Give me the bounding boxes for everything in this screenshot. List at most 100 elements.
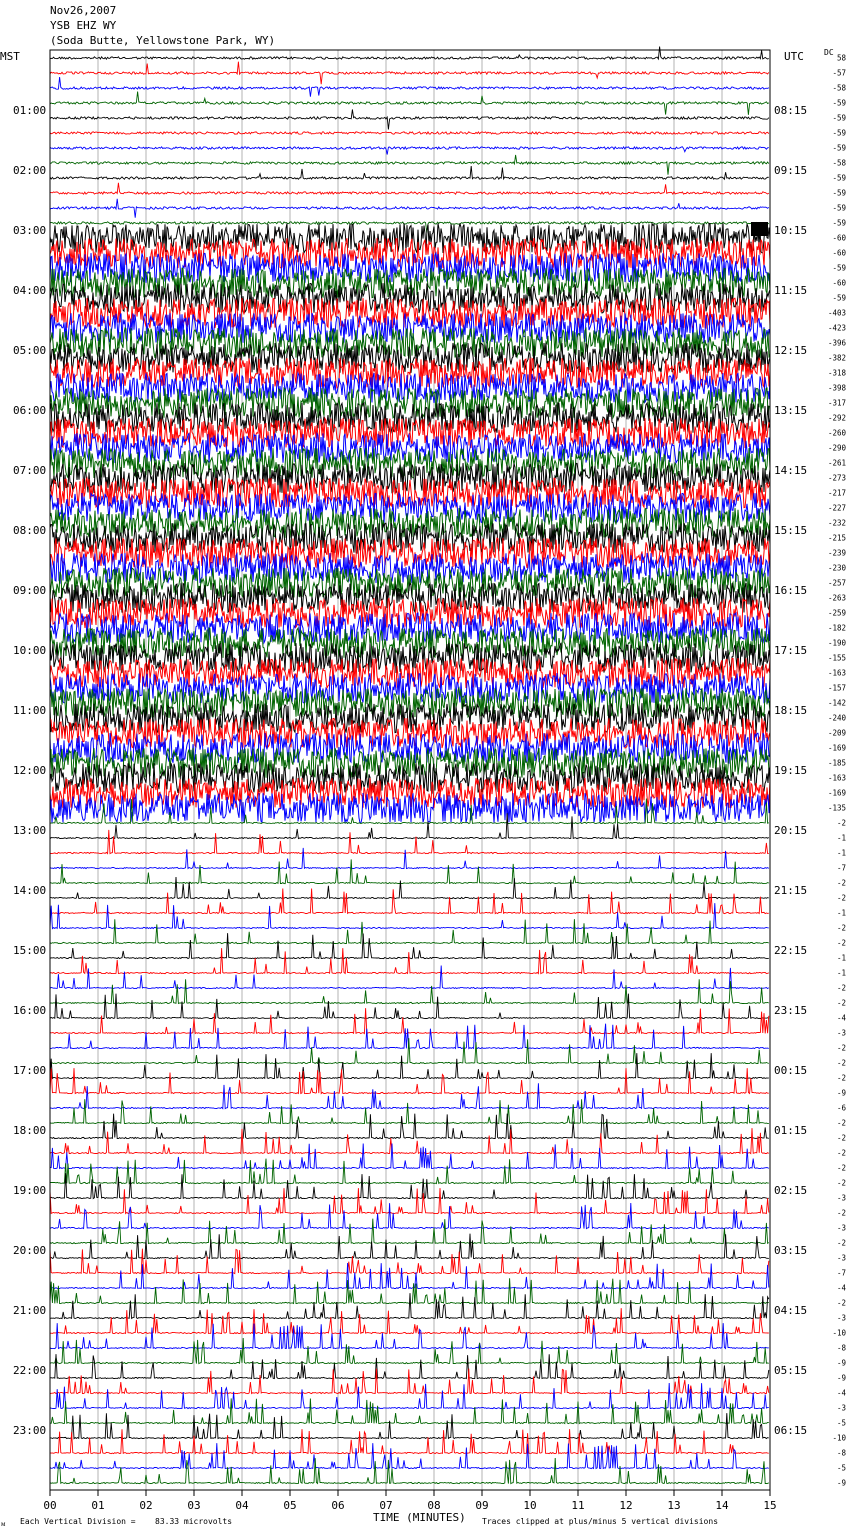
trace-row-87 — [49, 1337, 769, 1365]
mst-label: 07:00 — [13, 464, 46, 477]
dc-offset: -396 — [828, 339, 847, 348]
utc-label: 01:15 — [774, 1124, 807, 1137]
dc-offset: -135 — [828, 804, 846, 813]
dc-offset: -2 — [837, 1044, 846, 1053]
trace-row-47 — [49, 747, 771, 780]
dc-offset: -163 — [828, 774, 846, 783]
chart-date: Nov26,2007 — [50, 4, 117, 17]
dc-offset: -8 — [837, 1449, 847, 1458]
dc-offset: -2 — [837, 1179, 846, 1188]
dc-offset: -4 — [837, 1284, 847, 1293]
dc-offset: -3 — [837, 1404, 846, 1413]
mst-label: 20:00 — [13, 1244, 46, 1257]
dc-offset: -240 — [828, 714, 847, 723]
trace-row-64 — [49, 993, 770, 1020]
trace-row-50 — [49, 792, 771, 824]
trace-row-85 — [50, 1308, 769, 1335]
trace-row-4 — [49, 109, 770, 130]
dc-offset: -142 — [828, 699, 846, 708]
dc-offset: -403 — [828, 309, 846, 318]
dc-offset: -2 — [837, 924, 846, 933]
trace-row-22 — [49, 371, 771, 404]
dc-offset: -3 — [837, 1254, 846, 1263]
x-tick-label: 15 — [763, 1499, 776, 1512]
trace-row-54 — [49, 847, 770, 870]
dc-offset: -59 — [832, 144, 846, 153]
mst-label: 19:00 — [13, 1184, 46, 1197]
dc-offset: -2 — [837, 984, 846, 993]
mst-label: 02:00 — [13, 164, 46, 177]
trace-row-61 — [49, 948, 769, 975]
x-tick-label: 03 — [187, 1499, 200, 1512]
dc-offset: -10 — [832, 1329, 846, 1338]
dc-offset: -263 — [828, 594, 846, 603]
trace-row-1 — [49, 61, 770, 85]
trace-row-79 — [49, 1218, 770, 1245]
dc-offset: -423 — [828, 324, 846, 333]
trace-row-59 — [49, 919, 769, 945]
dc-offset: -5 — [837, 1419, 846, 1428]
mst-label: 22:00 — [13, 1364, 46, 1377]
dc-offset: -59 — [832, 294, 846, 303]
utc-header: UTC — [784, 50, 804, 63]
dc-offset: -217 — [828, 489, 846, 498]
trace-row-94 — [49, 1443, 770, 1470]
dc-offset: -8 — [837, 1344, 847, 1353]
dc-offset: -2 — [837, 1119, 846, 1128]
utc-label: 17:15 — [774, 644, 807, 657]
dc-offset: -1 — [837, 849, 846, 858]
dc-offset: -190 — [828, 639, 847, 648]
dc-offset: -7 — [837, 1269, 846, 1278]
mst-label: 14:00 — [13, 884, 46, 897]
trace-row-17 — [49, 297, 771, 330]
trace-row-69 — [49, 1068, 769, 1095]
trace-row-77 — [49, 1188, 770, 1215]
dc-offset: -318 — [828, 369, 847, 378]
trace-row-72 — [50, 1113, 769, 1140]
trace-row-63 — [49, 979, 769, 1005]
trace-row-74 — [49, 1143, 770, 1170]
dc-offset: -9 — [837, 1359, 846, 1368]
dc-offset: -185 — [828, 759, 846, 768]
mst-label: 09:00 — [13, 584, 46, 597]
trace-row-5 — [49, 131, 770, 136]
trace-row-89 — [49, 1368, 770, 1395]
trace-row-52 — [49, 813, 770, 840]
clip-note: Traces clipped at plus/minus 5 vertical … — [482, 1517, 719, 1526]
utc-label: 03:15 — [774, 1244, 807, 1257]
division-note: Each Vertical Division = — [20, 1517, 136, 1526]
dc-offset: -60 — [832, 249, 846, 258]
x-tick-label: 12 — [619, 1499, 632, 1512]
dc-offset: -317 — [828, 399, 846, 408]
trace-row-49 — [49, 777, 771, 809]
utc-label: 04:15 — [774, 1304, 807, 1317]
x-tick-label: 01 — [91, 1499, 104, 1512]
corner-mark: ᴍ — [1, 1520, 6, 1528]
station-code: YSB EHZ WY — [50, 19, 117, 32]
mst-label: 06:00 — [13, 404, 46, 417]
trace-row-29 — [49, 476, 771, 509]
dc-offset: -3 — [837, 1194, 846, 1203]
clip-marker — [751, 222, 768, 236]
trace-row-84 — [49, 1293, 770, 1320]
utc-label: 12:15 — [774, 344, 807, 357]
trace-row-65 — [49, 1008, 770, 1035]
dc-offset: -2 — [837, 1134, 846, 1143]
dc-offset: -59 — [832, 99, 846, 108]
trace-row-0 — [49, 46, 769, 61]
dc-offset: 58 — [837, 54, 847, 63]
utc-label: 06:15 — [774, 1424, 807, 1437]
dc-offset: -382 — [828, 354, 846, 363]
dc-offset: -59 — [832, 189, 846, 198]
dc-offset: -2 — [837, 1149, 846, 1158]
dc-offset: -57 — [832, 69, 846, 78]
mst-label: 13:00 — [13, 824, 46, 837]
utc-label: 23:15 — [774, 1004, 807, 1017]
station-location: (Soda Butte, Yellowstone Park, WY) — [50, 34, 276, 47]
mst-label: 18:00 — [13, 1124, 46, 1137]
trace-row-95 — [49, 1457, 770, 1485]
x-tick-label: 11 — [571, 1499, 584, 1512]
trace-row-39 — [49, 626, 771, 660]
dc-offset: -2 — [837, 999, 846, 1008]
dc-offset: -259 — [828, 609, 846, 618]
